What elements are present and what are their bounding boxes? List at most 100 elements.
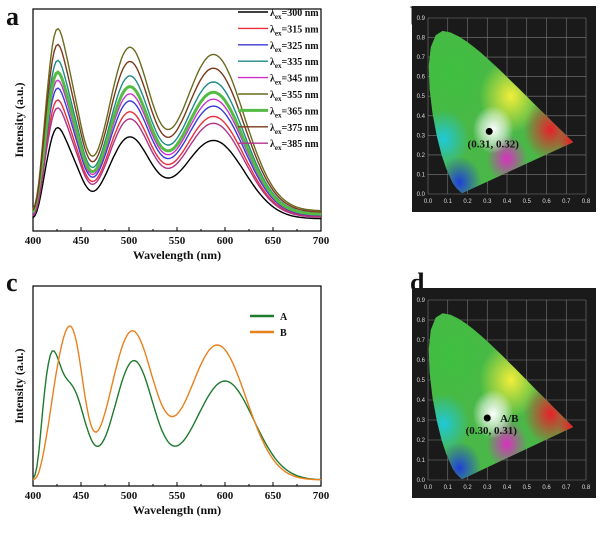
b-coordinate-point-0	[485, 127, 493, 135]
b-cie-diagram: 0.0 0.1 0.2 0.3 0.4 0.5 0.6 0.7 0.8 0.0 0.1 0.2 0.3 0…	[412, 6, 596, 212]
a-legend-lambda: λ	[270, 24, 275, 35]
b-blue-zone	[437, 156, 482, 194]
a-xtick-label: 550	[169, 235, 186, 247]
b-xtick-label: 0.5	[523, 199, 532, 205]
a-legend-sub: ex	[275, 29, 282, 37]
a-legend-lambda: λ	[270, 41, 275, 52]
a-legend-entry-5: λex=355 nm	[270, 90, 319, 103]
a-legend-entry-4: λex=345 nm	[270, 74, 319, 87]
a-series-line-7	[32, 43, 321, 213]
a-legend-sub: ex	[275, 62, 282, 70]
a-legend-lambda: λ	[270, 74, 275, 85]
b-ytick-label: 0.8	[417, 36, 426, 42]
a-xlabel: Wavelength (nm)	[133, 248, 221, 262]
d-xtick-label: 0.7	[562, 485, 571, 491]
a-legend-lambda: λ	[270, 8, 275, 19]
c-plot: 400 450 500 550 600 650 700 Wavelength (nm) Inte…	[12, 285, 330, 517]
a-legend-entry-2: λex=325 nm	[270, 41, 319, 54]
a-legend-value: =385 nm	[282, 139, 320, 150]
c-xtick-label: 400	[25, 490, 42, 502]
b-ytick-label: 0.9	[417, 16, 426, 22]
b-xtick-label: 0.0	[424, 199, 433, 205]
b-ytick-label: 0.3	[417, 133, 426, 139]
a-legend-entry-6: λex=365 nm	[270, 106, 319, 119]
d-ytick-label: 0.1	[417, 458, 426, 464]
c-xtick-label: 550	[169, 490, 186, 502]
a-xtick-label: 700	[313, 235, 330, 247]
d-ytick-label: 0.8	[417, 318, 426, 324]
c-legend: AB	[250, 312, 288, 339]
d-xtick-label: 0.5	[523, 485, 532, 491]
c-xtick-label: 450	[73, 490, 90, 502]
a-legend-lambda: λ	[270, 57, 275, 68]
b-ytick-label: 0.7	[417, 55, 426, 61]
d-ytick-label: 0.9	[417, 298, 426, 304]
a-legend-sub: ex	[275, 95, 282, 103]
panel-letter-c: c	[6, 268, 18, 297]
a-series-line-2	[32, 87, 321, 217]
a-xtick-label: 500	[121, 235, 138, 247]
b-xtick-label: 0.8	[582, 199, 591, 205]
a-legend-entry-0: λex=300 nm	[270, 8, 319, 21]
d-coordinate-label: (0.30, 0.31)	[466, 425, 518, 437]
a-legend-value: =375 nm	[282, 123, 320, 134]
b-xtick-label: 0.7	[562, 199, 571, 205]
a-plot: 400 450 500 550 600 650 700 Wavelength (nm) Inte…	[12, 8, 330, 262]
a-series-line-5	[32, 27, 322, 212]
d-xtick-label: 0.1	[444, 485, 453, 491]
a-legend-lambda: λ	[270, 139, 275, 150]
a-series-line-8	[32, 107, 321, 218]
a-legend-entry-7: λex=375 nm	[270, 123, 319, 136]
c-series-line-0	[32, 350, 322, 481]
d-ytick-label: 0.0	[417, 478, 426, 484]
b-xtick-label: 0.1	[444, 199, 453, 205]
d-sample-label: A/B	[500, 413, 519, 425]
d-cie-diagram: 0.0 0.1 0.2 0.3 0.4 0.5 0.6 0.7 0.8 0.0 0.1 0.2 0.3 0…	[412, 288, 596, 498]
a-legend-lambda: λ	[270, 123, 275, 134]
a-legend-entry-1: λex=315 nm	[270, 24, 319, 37]
d-xtick-label: 0.3	[483, 485, 492, 491]
d-ytick-label: 0.4	[417, 398, 426, 404]
b-coordinate-label: (0.31, 0.32)	[468, 138, 520, 150]
b-xtick-label: 0.6	[542, 199, 551, 205]
a-legend-value: =355 nm	[282, 90, 320, 101]
c-ylabel: Intensity (a.u.)	[12, 348, 26, 423]
b-xtick-label: 0.4	[503, 199, 512, 205]
c-frame	[32, 285, 322, 487]
a-series-line-0	[32, 126, 321, 220]
a-legend-sub: ex	[275, 111, 282, 119]
c-xtick-label: 650	[265, 490, 282, 502]
c-xtick-label: 700	[313, 490, 330, 502]
a-legend-lambda: λ	[270, 90, 275, 101]
a-xtick-label: 450	[73, 235, 90, 247]
c-xlabel: Wavelength (nm)	[133, 503, 221, 517]
d-ytick-label: 0.6	[417, 358, 426, 364]
d-blue-zone	[437, 441, 482, 479]
a-legend-sub: ex	[275, 46, 282, 54]
b-ytick-label: 0.1	[417, 172, 426, 178]
a-legend-sub: ex	[275, 128, 282, 136]
a-legend-value: =345 nm	[282, 74, 320, 85]
a-legend-entry-3: λex=335 nm	[270, 57, 319, 70]
panel-letter-a: a	[6, 2, 19, 31]
a-series-line-1	[32, 99, 322, 218]
b-ytick-label: 0.5	[417, 94, 426, 100]
a-xtick-label: 650	[265, 235, 282, 247]
b-ytick-label: 0.0	[417, 192, 426, 198]
a-xtick-label: 400	[25, 235, 42, 247]
a-ylabel: Intensity (a.u.)	[12, 82, 26, 157]
c-xtick-label: 500	[121, 490, 138, 502]
a-legend-value: =365 nm	[282, 106, 320, 117]
b-ytick-label: 0.6	[417, 75, 426, 81]
b-xtick-label: 0.2	[463, 199, 472, 205]
d-ytick-label: 0.7	[417, 338, 426, 344]
d-xtick-label: 0.0	[424, 485, 433, 491]
a-legend-value: =300 nm	[282, 8, 320, 19]
d-ytick-label: 0.3	[417, 418, 426, 424]
a-legend-lambda: λ	[270, 106, 275, 117]
c-xtick-label: 600	[217, 490, 234, 502]
d-white-zone	[472, 389, 514, 439]
a-legend-value: =315 nm	[282, 24, 320, 35]
